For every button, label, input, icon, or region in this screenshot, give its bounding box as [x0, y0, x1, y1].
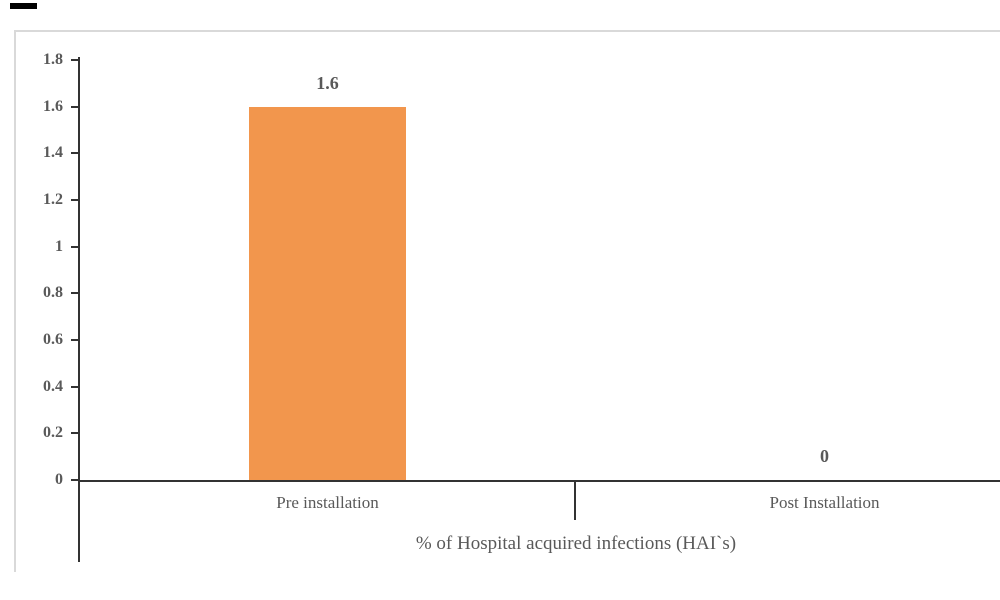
y-axis-tick-label: 1.4 — [43, 144, 63, 162]
y-axis-tick — [71, 479, 79, 481]
y-axis-tick — [71, 339, 79, 341]
y-axis-tick-label: 1 — [55, 237, 63, 255]
y-axis-tick — [71, 199, 79, 201]
y-axis-tick-label: 0.2 — [43, 424, 63, 442]
y-axis-tick-label: 0.4 — [43, 377, 63, 395]
y-axis-tick — [71, 105, 79, 108]
y-axis-tick — [71, 245, 79, 248]
y-axis-tick-label: 0.6 — [43, 331, 63, 348]
y-axis-tick-label: 1.8 — [43, 51, 63, 68]
y-axis-line — [78, 57, 80, 562]
y-axis-tick — [71, 385, 79, 388]
chart-plot-area — [14, 30, 1000, 572]
redaction-mark — [10, 3, 37, 9]
bar-0 — [249, 106, 406, 480]
y-axis-tick — [71, 59, 79, 61]
y-axis-tick-label: 1.6 — [43, 97, 63, 115]
y-axis-tick — [71, 152, 79, 155]
x-axis-line — [78, 480, 1000, 482]
y-axis-tick-label: 1.2 — [43, 191, 63, 208]
x-axis-title: % of Hospital acquired infections (HAI`s… — [415, 533, 737, 554]
category-label-0: Pre installation — [276, 493, 379, 512]
y-axis-tick — [71, 292, 79, 295]
y-axis-tick-label: 0 — [55, 471, 63, 488]
y-axis-tick-label: 0.8 — [43, 284, 63, 302]
data-label-1: 0 — [820, 446, 829, 466]
category-label-1: Post Installation — [769, 493, 880, 512]
y-axis-tick — [71, 432, 79, 435]
category-divider — [574, 482, 576, 520]
data-label-0: 1.6 — [316, 72, 339, 93]
